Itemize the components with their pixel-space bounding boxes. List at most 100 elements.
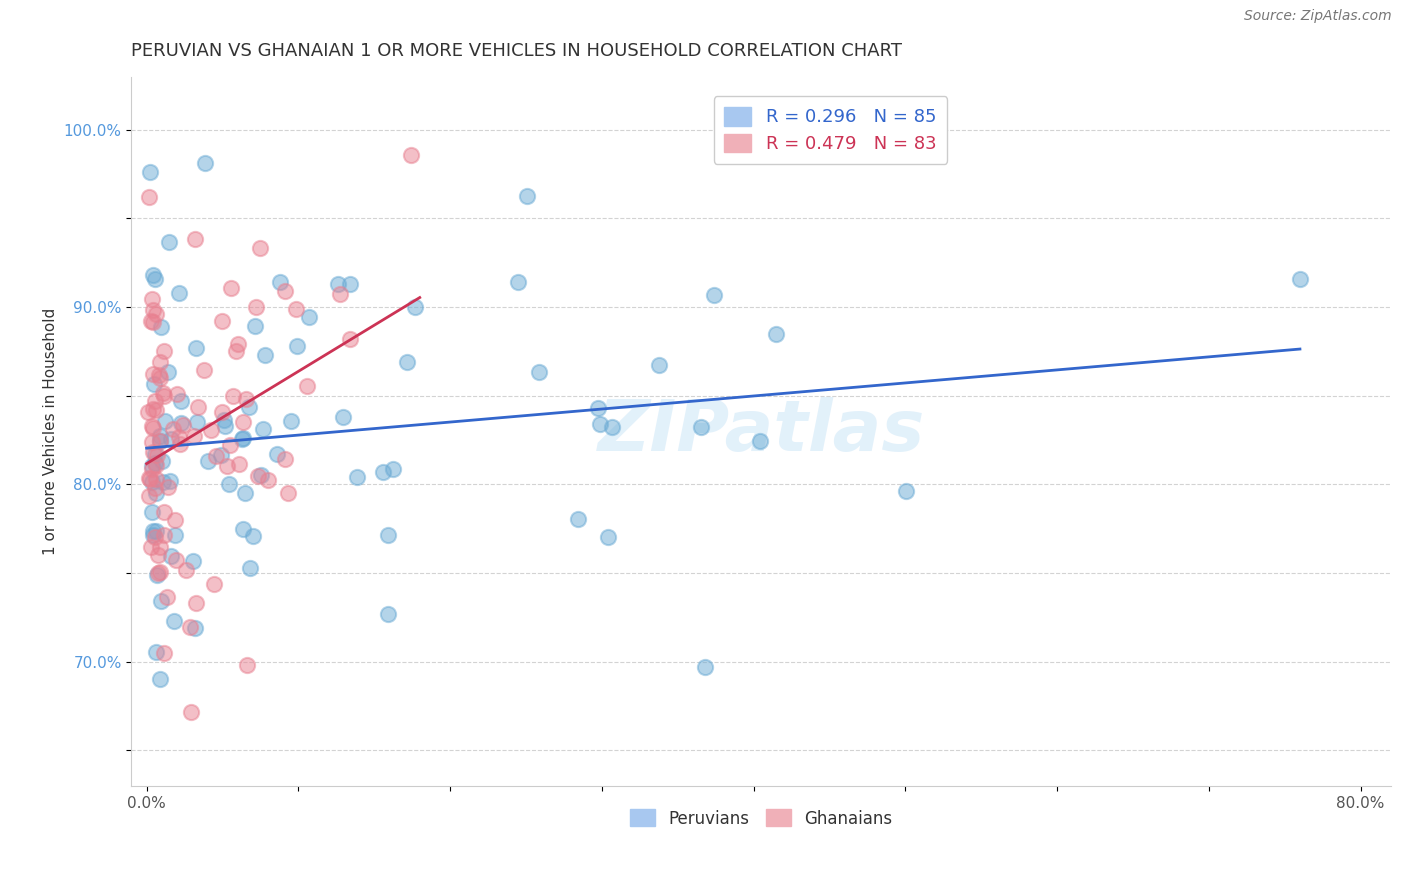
Point (247, 469, 270, 483)
Point (586, 401, 609, 415)
Point (250, 467, 273, 482)
Point (156, 591, 179, 605)
Point (152, 389, 174, 403)
Point (373, 465, 395, 479)
Point (254, 348, 277, 362)
Point (200, 423, 222, 437)
Point (377, 528, 399, 542)
Point (165, 528, 187, 542)
Point (145, 272, 167, 286)
Point (142, 401, 165, 416)
Point (141, 458, 163, 473)
Point (139, 165, 162, 179)
Point (163, 614, 186, 628)
Point (143, 481, 166, 495)
Point (506, 276, 529, 290)
Point (141, 418, 163, 433)
Point (280, 414, 302, 428)
Point (149, 371, 172, 385)
Point (249, 241, 271, 255)
Point (153, 414, 176, 428)
Point (138, 489, 160, 503)
Point (142, 314, 165, 328)
Point (142, 303, 165, 318)
Legend: Peruvians, Ghanaians: Peruvians, Ghanaians (623, 803, 898, 834)
Point (285, 339, 308, 353)
Point (138, 471, 160, 485)
Point (648, 358, 671, 372)
Point (142, 268, 165, 282)
Point (328, 277, 350, 291)
Point (183, 621, 205, 635)
Point (232, 522, 254, 536)
Point (197, 454, 219, 468)
Point (145, 472, 167, 486)
Point (332, 410, 354, 425)
Point (527, 365, 550, 379)
Point (273, 452, 295, 467)
Point (148, 548, 170, 562)
Point (142, 445, 165, 459)
Point (148, 368, 170, 382)
Point (156, 365, 179, 379)
Point (141, 434, 163, 449)
Point (143, 530, 166, 544)
Point (274, 284, 297, 298)
Point (194, 156, 217, 170)
Point (377, 607, 399, 621)
Point (150, 454, 173, 468)
Point (159, 549, 181, 563)
Point (149, 429, 172, 443)
Point (382, 461, 405, 475)
Point (269, 275, 291, 289)
Point (218, 476, 240, 491)
Point (703, 288, 725, 302)
Point (138, 189, 160, 203)
Point (157, 235, 180, 250)
Point (159, 474, 181, 488)
Point (749, 434, 772, 448)
Point (143, 447, 166, 461)
Point (141, 505, 163, 519)
Point (236, 658, 259, 673)
Point (589, 417, 612, 431)
Point (567, 512, 589, 526)
Point (187, 400, 209, 414)
Point (145, 403, 167, 417)
Point (180, 705, 202, 719)
Point (239, 561, 262, 575)
Point (211, 448, 233, 462)
Point (150, 320, 173, 334)
Point (232, 415, 254, 429)
Point (176, 563, 198, 577)
Point (142, 420, 165, 434)
Point (238, 401, 260, 415)
Point (142, 377, 165, 392)
Point (149, 355, 172, 369)
Point (152, 475, 174, 490)
Point (205, 449, 228, 463)
Point (142, 367, 165, 381)
Point (228, 457, 250, 471)
Point (141, 475, 163, 489)
Point (184, 232, 207, 246)
Point (894, 483, 917, 498)
Point (346, 470, 368, 484)
Point (404, 301, 426, 315)
Point (242, 529, 264, 543)
Point (232, 431, 254, 445)
Point (211, 405, 233, 419)
Point (243, 318, 266, 333)
Point (142, 524, 165, 538)
Point (162, 422, 184, 436)
Point (138, 405, 160, 419)
Point (184, 596, 207, 610)
Point (252, 422, 274, 436)
Point (170, 417, 193, 431)
Point (285, 301, 308, 316)
Point (146, 448, 169, 462)
Point (169, 437, 191, 451)
Point (149, 565, 172, 579)
Point (186, 342, 208, 356)
Point (245, 301, 267, 315)
